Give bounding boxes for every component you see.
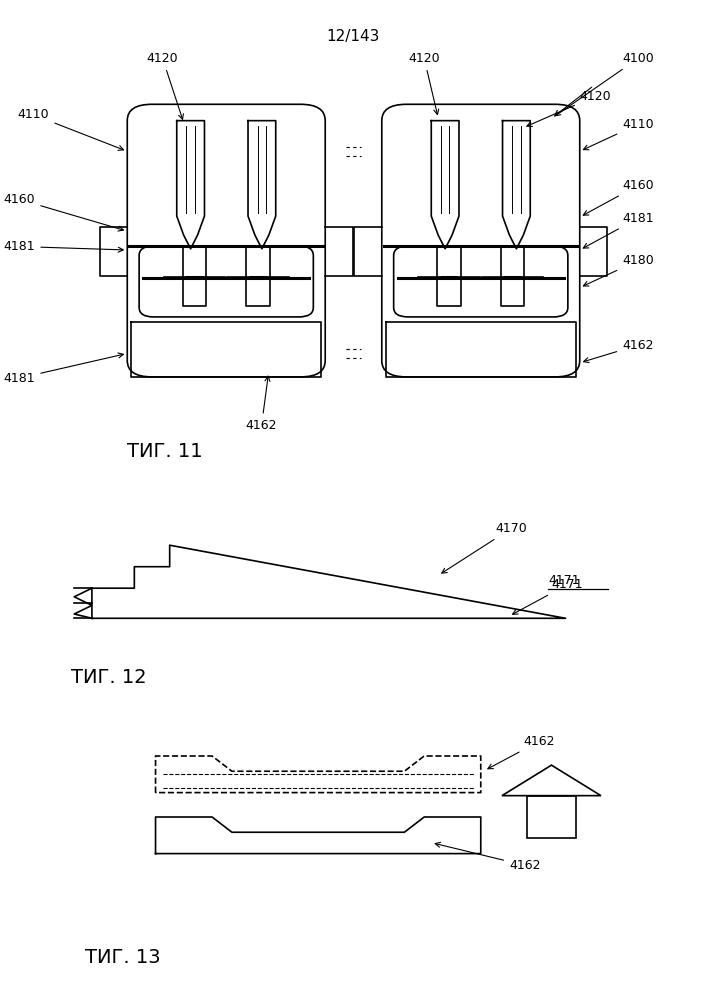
Text: 4181: 4181 (4, 353, 123, 385)
Bar (527, 796, 576, 838)
Text: 4100: 4100 (557, 52, 654, 114)
Polygon shape (502, 765, 601, 796)
Text: 4171: 4171 (548, 574, 580, 587)
Text: 4162: 4162 (246, 376, 277, 432)
Text: 4162: 4162 (583, 339, 654, 363)
Text: 4160: 4160 (583, 179, 654, 215)
Text: ΤИГ. 13: ΤИГ. 13 (85, 948, 160, 967)
Text: 4120: 4120 (527, 90, 612, 126)
Text: 4170: 4170 (442, 522, 527, 573)
Text: 4162: 4162 (488, 735, 555, 769)
Text: 4120: 4120 (147, 52, 183, 119)
Text: 4180: 4180 (583, 254, 654, 286)
Text: 4171: 4171 (513, 578, 583, 614)
Text: 4160: 4160 (4, 193, 124, 231)
Text: 12/143: 12/143 (327, 29, 380, 44)
Text: 4181: 4181 (4, 240, 123, 253)
Text: 4162: 4162 (436, 842, 541, 872)
Text: 4181: 4181 (583, 212, 654, 248)
Text: ΤИГ. 11: ΤИГ. 11 (127, 442, 203, 461)
Text: 4120: 4120 (409, 52, 440, 114)
Text: ΤИГ. 12: ΤИГ. 12 (71, 668, 146, 687)
Text: 4110: 4110 (583, 118, 654, 150)
Text: 4110: 4110 (18, 108, 124, 150)
